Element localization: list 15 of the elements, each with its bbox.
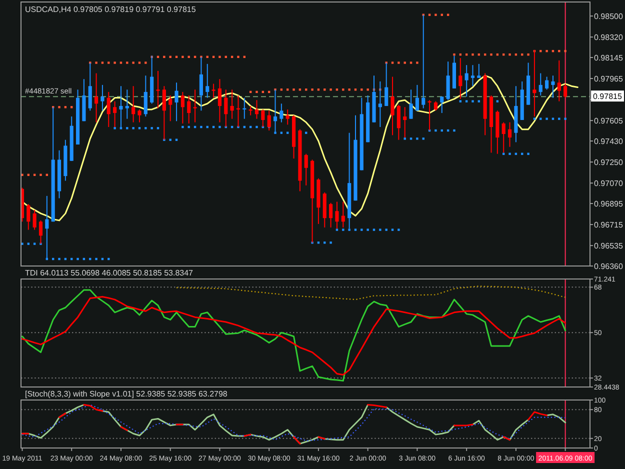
y-tick-label: 0.97965 [594, 74, 624, 84]
chart-title: [Stoch(8,3,3) with Slope v1.01] 52.9385 52.9385 63.2798 [25, 390, 228, 398]
y-tick-label: 0.96895 [594, 199, 624, 208]
y-tick-label: 0.96715 [594, 220, 624, 230]
y-tick-label: 0.96535 [594, 241, 624, 250]
y-tick-label: 0.98320 [594, 32, 624, 42]
y-tick-label: 0.98145 [594, 53, 624, 62]
y-tick-label: 0.97250 [594, 158, 624, 167]
y-tick-label: 0.98500 [594, 12, 624, 21]
y-tick-label: 0.97430 [594, 136, 624, 146]
chart-title: TDI 64.0113 55.0698 46.0085 50.8185 53.8347 [25, 268, 194, 278]
y-tick-label: 0.96360 [594, 262, 624, 271]
y-tick-label: 0.97605 [594, 116, 624, 126]
chart-title: USDCAD,H4 0.97805 0.97819 0.97791 0.97815 [25, 5, 196, 14]
y-tick-label: 0.97070 [594, 178, 624, 188]
